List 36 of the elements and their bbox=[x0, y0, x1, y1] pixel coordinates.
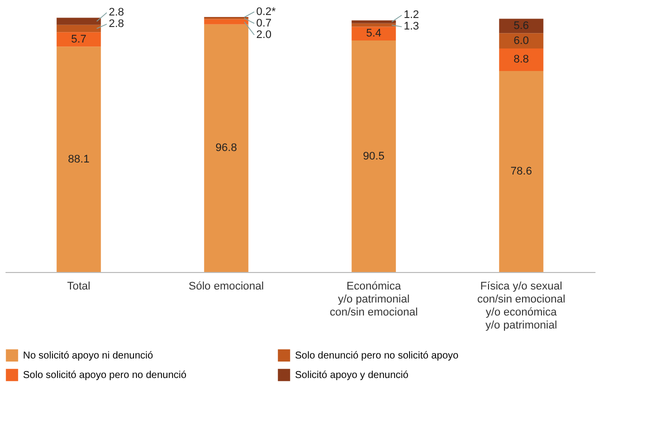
data-label: 88.1 bbox=[68, 153, 90, 166]
bar bbox=[204, 19, 248, 24]
bar bbox=[56, 32, 101, 47]
bar bbox=[56, 18, 101, 25]
data-label: 8.8 bbox=[514, 54, 529, 66]
data-label: 5.4 bbox=[366, 28, 382, 40]
bar bbox=[56, 46, 101, 272]
bar bbox=[56, 24, 101, 32]
data-label: 6.0 bbox=[514, 34, 529, 47]
data-label: 2.8 bbox=[108, 18, 124, 30]
data-label: 78.6 bbox=[510, 165, 532, 178]
data-label: 90.5 bbox=[363, 150, 384, 162]
bar bbox=[204, 24, 248, 272]
x-tick-label: Sólo emocional bbox=[188, 280, 264, 292]
data-label: 2.8 bbox=[108, 6, 124, 19]
data-label: 5.6 bbox=[514, 20, 529, 32]
bar bbox=[352, 20, 396, 24]
data-label: 96.8 bbox=[216, 142, 237, 154]
data-label: 2.0 bbox=[256, 28, 272, 41]
bar bbox=[352, 26, 396, 41]
bar bbox=[352, 40, 396, 272]
x-tick-label: Total bbox=[67, 280, 90, 292]
x-tick-label: Física y/o sexual con/sin emocional y/o económica y/o patrimonial bbox=[477, 280, 566, 332]
legend-label: Solicitó apoyo y denunció bbox=[295, 370, 409, 381]
legend-label: Solo solicitó apoyo pero no denunció bbox=[23, 370, 187, 381]
data-label: 0.7 bbox=[256, 17, 272, 30]
bar bbox=[499, 33, 544, 48]
data-label: 5.7 bbox=[71, 33, 86, 46]
legend-label: Solo denunció pero no solicitó apoyo bbox=[295, 350, 459, 362]
legend-label: No solicitó apoyo ni denunció bbox=[23, 350, 154, 362]
bar bbox=[499, 70, 544, 272]
x-tick-label: Económica y/o patrimonial con/sin emocional bbox=[330, 280, 418, 318]
data-label: 1.2 bbox=[404, 9, 420, 22]
bar bbox=[499, 48, 544, 71]
data-label: 1.3 bbox=[404, 20, 420, 33]
data-label: 0.2* bbox=[256, 6, 277, 18]
